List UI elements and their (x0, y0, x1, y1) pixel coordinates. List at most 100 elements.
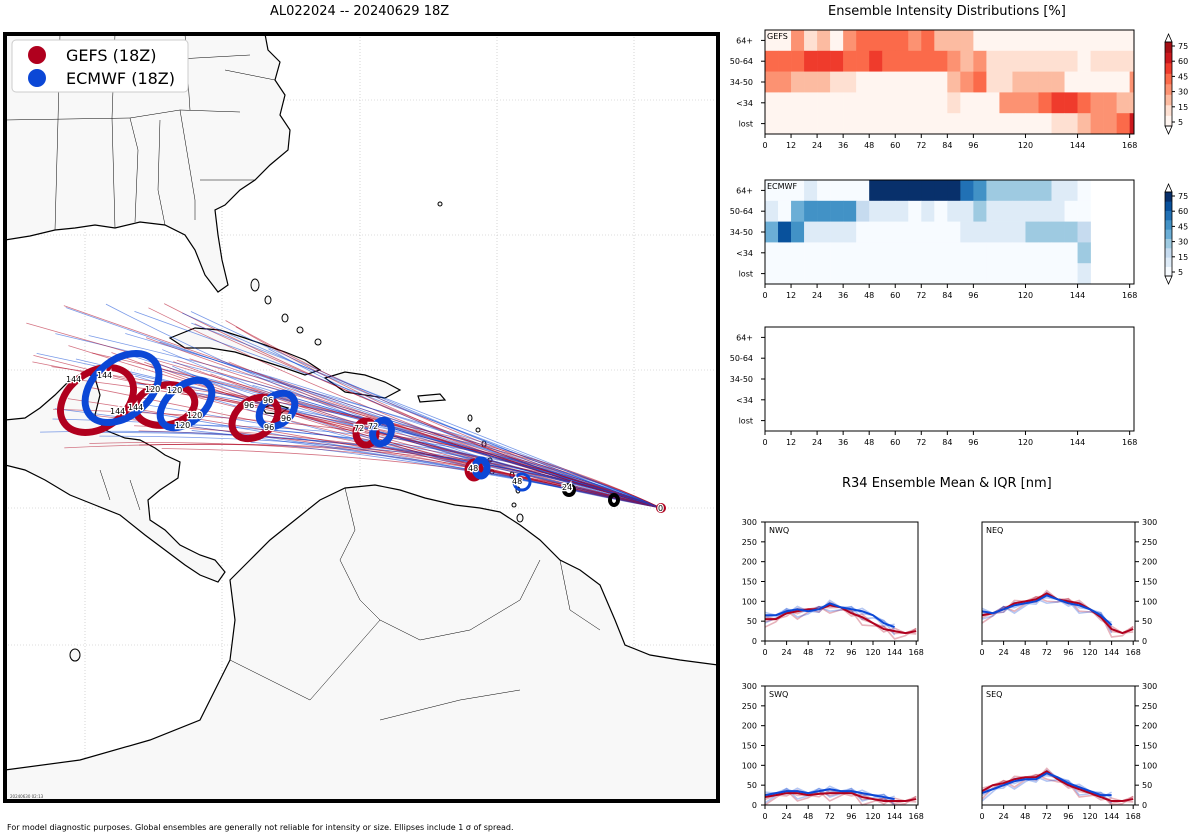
position-marker-12 (608, 493, 620, 507)
heatmap-cell (778, 263, 792, 285)
ecmwf-ellipse-96 (255, 389, 299, 431)
gefs-colorbar-segment (1165, 84, 1172, 95)
heatmap-cell (1025, 50, 1039, 72)
heatmap-cell (1090, 50, 1104, 72)
heatmap-cell (1103, 92, 1117, 114)
heatmap-cell (817, 71, 831, 93)
r34-ecmwf-mean-line (765, 602, 895, 629)
heatmap-cell (1064, 263, 1078, 285)
r34-y-tick-label: 50 (1142, 617, 1152, 626)
heatmap-cell (986, 92, 1000, 114)
heatmap-cell (843, 180, 857, 202)
heatmap-cell (1038, 50, 1052, 72)
heatmap-cell (947, 180, 961, 202)
heatmap-cell (1051, 242, 1065, 264)
gefs-colorbar-segment (1165, 115, 1172, 127)
r34-x-tick-label: 72 (1042, 812, 1052, 821)
heatmap-cell (999, 242, 1013, 264)
heatmap-cell (856, 71, 870, 93)
heatmap-cell (1077, 92, 1091, 114)
heatmap-cell (1025, 71, 1039, 93)
heatmap-cell (1077, 50, 1091, 72)
gefs-colorbar-segment (1165, 94, 1172, 106)
r34-x-tick-label: 120 (865, 812, 880, 821)
r34-y-tick-label: 0 (1142, 637, 1147, 646)
gefs-colorbar-tick-label: 30 (1178, 88, 1188, 97)
heatmap-cell (1090, 113, 1104, 135)
heatmap-cell (986, 221, 1000, 243)
ecmwf-colorbar-tick-label: 45 (1178, 222, 1188, 231)
gefs-label-72: 72 (354, 424, 364, 433)
heatmap-cell (1051, 180, 1065, 202)
ecmwf-label-24: 24 (562, 483, 572, 492)
intensity-title: Ensemble Intensity Distributions [%] (828, 4, 1066, 19)
heatmap-cell (1038, 113, 1052, 135)
heatmap-cell (999, 180, 1013, 202)
heatmap-cell (765, 242, 779, 264)
heatmap-cell (1103, 71, 1117, 93)
r34-x-tick-label: 120 (865, 648, 880, 657)
gefs-colorbar-segment (1165, 52, 1172, 64)
r34-y-tick-label: 300 (1142, 682, 1157, 691)
heatmap-cell (869, 113, 883, 135)
r34-y-tick-label: 250 (1142, 702, 1157, 711)
r34-x-tick-label: 96 (846, 648, 856, 657)
heatmap-cell (1025, 221, 1039, 243)
heatmap-x-tick-label: 96 (968, 141, 978, 150)
heatmap-cell (973, 221, 987, 243)
r34-y-tick-label: 200 (1142, 558, 1157, 567)
r34-x-tick-label: 96 (846, 812, 856, 821)
heatmap-cell (1025, 113, 1039, 135)
heatmap-cell (804, 180, 818, 202)
heatmap-x-tick-label: 24 (812, 438, 822, 447)
heatmap-cell (778, 180, 792, 202)
r34-y-tick-label: 0 (752, 637, 757, 646)
heatmap-x-tick-label: 48 (864, 438, 874, 447)
r34-y-tick-label: 300 (1142, 518, 1157, 527)
heatmap-cell (1012, 50, 1026, 72)
heatmap-x-tick-label: 144 (1070, 291, 1085, 300)
heatmap-cell (934, 92, 948, 114)
ecmwf-label-144b: 144 (128, 403, 143, 412)
heatmap-cell (869, 242, 883, 264)
heatmap-cell (999, 113, 1013, 135)
heatmap-cell (1051, 30, 1065, 52)
r34-x-tick-label: 144 (887, 812, 902, 821)
heatmap-cell (817, 242, 831, 264)
heatmap-x-tick-label: 72 (916, 438, 926, 447)
gefs-colorbar-frame (1164, 41, 1173, 127)
r34-title: R34 Ensemble Mean & IQR [nm] (842, 476, 1052, 491)
heatmap-cell (1064, 92, 1078, 114)
heatmap-cell (804, 200, 818, 222)
heatmap-cell (791, 50, 805, 72)
heatmap-cell (934, 221, 948, 243)
ecmwf-ellipse-120 (156, 376, 216, 432)
heatmap-cell (973, 71, 987, 93)
map-title: AL022024 -- 20240629 18Z (270, 4, 450, 19)
ecmwf-member-track (55, 333, 662, 509)
heatmap-cell (882, 242, 896, 264)
ecmwf-colorbar-segment (1165, 192, 1172, 202)
heatmap-cell (1025, 263, 1039, 285)
heatmap-cell (791, 263, 805, 285)
heatmap-cell (856, 221, 870, 243)
legend-box (11, 39, 189, 93)
heatmap-x-tick-label: 0 (762, 291, 767, 300)
heatmap-cell (804, 92, 818, 114)
heatmap-x-tick-label: 12 (786, 141, 796, 150)
r34-x-tick-label: 96 (1063, 812, 1073, 821)
heatmap-cell (869, 221, 883, 243)
r34-x-tick-label: 24 (999, 812, 1009, 821)
heatmap-cell (999, 221, 1013, 243)
ecmwf-label-48: 48 (512, 477, 522, 486)
heatmap-cell (1090, 30, 1104, 52)
heatmap-cell (778, 92, 792, 114)
heatmap-cell (986, 113, 1000, 135)
heatmap-cell (856, 242, 870, 264)
heatmap-row-label: 50-64 (730, 354, 753, 363)
heatmap-cell (960, 50, 974, 72)
heatmap-cell (960, 113, 974, 135)
heatmap-cell (999, 92, 1013, 114)
heatmap-cell (1012, 92, 1026, 114)
map-frame (3, 32, 720, 803)
